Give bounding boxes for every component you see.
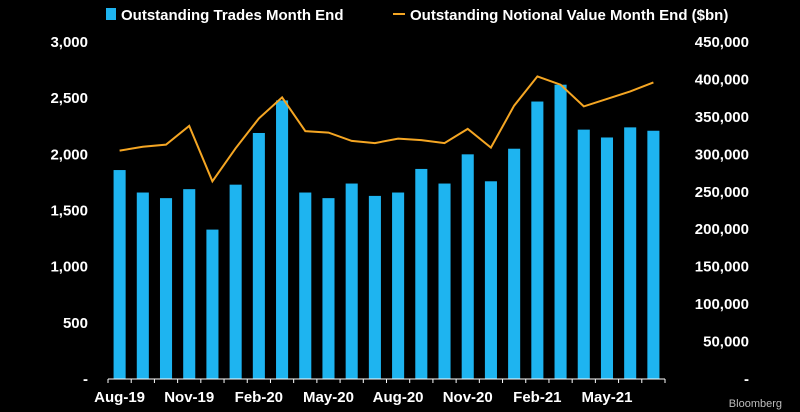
- line-path: [119, 75, 654, 184]
- bar: [299, 192, 312, 379]
- bar: [438, 183, 451, 379]
- bar: [600, 137, 614, 379]
- right-axis: - 50,000 100,000 150,000 200,000 250,000 300,0…: [695, 34, 749, 388]
- left-tick-label: 2,000: [50, 146, 88, 163]
- bar: [345, 183, 358, 379]
- right-tick-label: 200,000: [695, 221, 749, 238]
- x-tick-label: Aug-20: [373, 389, 424, 406]
- left-tick-label: 500: [63, 315, 88, 332]
- bar: [554, 84, 567, 379]
- bar: [415, 168, 428, 379]
- bar: [113, 170, 126, 379]
- bar: [508, 148, 521, 379]
- bar: [392, 192, 405, 379]
- bar: [624, 127, 637, 379]
- left-tick-label: 3,000: [50, 34, 88, 51]
- legend: Outstanding Trades Month End Outstanding…: [106, 7, 728, 24]
- bar: [136, 192, 149, 379]
- bar: [159, 198, 173, 379]
- bar: [276, 100, 289, 379]
- bar: [484, 181, 497, 379]
- right-tick-label: 100,000: [695, 296, 749, 313]
- right-tick-label: 150,000: [695, 259, 749, 276]
- x-tick-label: May-20: [303, 389, 354, 406]
- line-series: [119, 75, 654, 184]
- left-tick-label: 2,500: [50, 90, 88, 107]
- left-axis: - 500 1,000 1,500 2,000 2,500 3,000: [50, 34, 88, 388]
- legend-label-bars: Outstanding Trades Month End: [121, 7, 344, 24]
- x-tick-label: Nov-19: [164, 389, 214, 406]
- right-tick-label: 350,000: [695, 109, 749, 126]
- x-axis: Aug-19 Nov-19 Feb-20 May-20 Aug-20 Nov-20 Feb-…: [94, 378, 666, 406]
- left-tick-label: 1,500: [50, 203, 88, 220]
- x-tick-label: Nov-20: [443, 389, 493, 406]
- bar: [577, 129, 590, 379]
- x-tick-label: Feb-21: [513, 389, 561, 406]
- right-tick-label: 400,000: [695, 71, 749, 88]
- left-tick-label: 1,000: [50, 259, 88, 276]
- legend-swatch-bars: [106, 8, 116, 20]
- right-tick-label: -: [744, 371, 749, 388]
- bar: [461, 154, 474, 379]
- x-tick-label: May-21: [582, 389, 633, 406]
- bar: [206, 229, 219, 379]
- bar: [252, 132, 265, 379]
- left-tick-label: -: [83, 371, 88, 388]
- bar: [531, 101, 544, 379]
- x-tick-label: Aug-19: [94, 389, 145, 406]
- bar-series: [113, 84, 660, 379]
- bar: [229, 184, 242, 379]
- bar: [368, 195, 381, 379]
- x-tick-label: Feb-20: [235, 389, 283, 406]
- right-tick-label: 250,000: [695, 184, 749, 201]
- source-label: Bloomberg: [728, 398, 782, 410]
- bar: [647, 130, 660, 379]
- right-tick-label: 50,000: [703, 334, 749, 351]
- bar: [322, 198, 335, 379]
- right-tick-label: 300,000: [695, 146, 749, 163]
- right-tick-label: 450,000: [695, 34, 749, 51]
- bar: [183, 189, 196, 379]
- legend-label-line: Outstanding Notional Value Month End ($b…: [410, 7, 728, 24]
